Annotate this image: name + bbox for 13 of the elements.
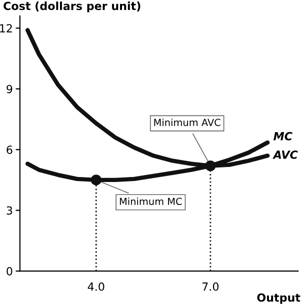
- x-tick-label: 4.0: [88, 282, 104, 291]
- series-label: MC: [274, 132, 292, 140]
- y-tick-label: 6: [6, 146, 12, 154]
- y-tick-label: 0: [6, 267, 12, 276]
- annotation: Minimum AVC: [154, 118, 220, 126]
- annotation: Minimum MC: [120, 198, 182, 206]
- series-label: AVC: [272, 150, 298, 159]
- x-axis-title: Output: [257, 293, 300, 304]
- y-tick-label: 3: [6, 206, 12, 215]
- x-tick-label: 7.0: [202, 282, 219, 291]
- y-tick-label: 12: [0, 24, 12, 32]
- y-axis-title: Cost (dollars per unit): [4, 2, 140, 12]
- y-tick-label: 9: [6, 84, 12, 94]
